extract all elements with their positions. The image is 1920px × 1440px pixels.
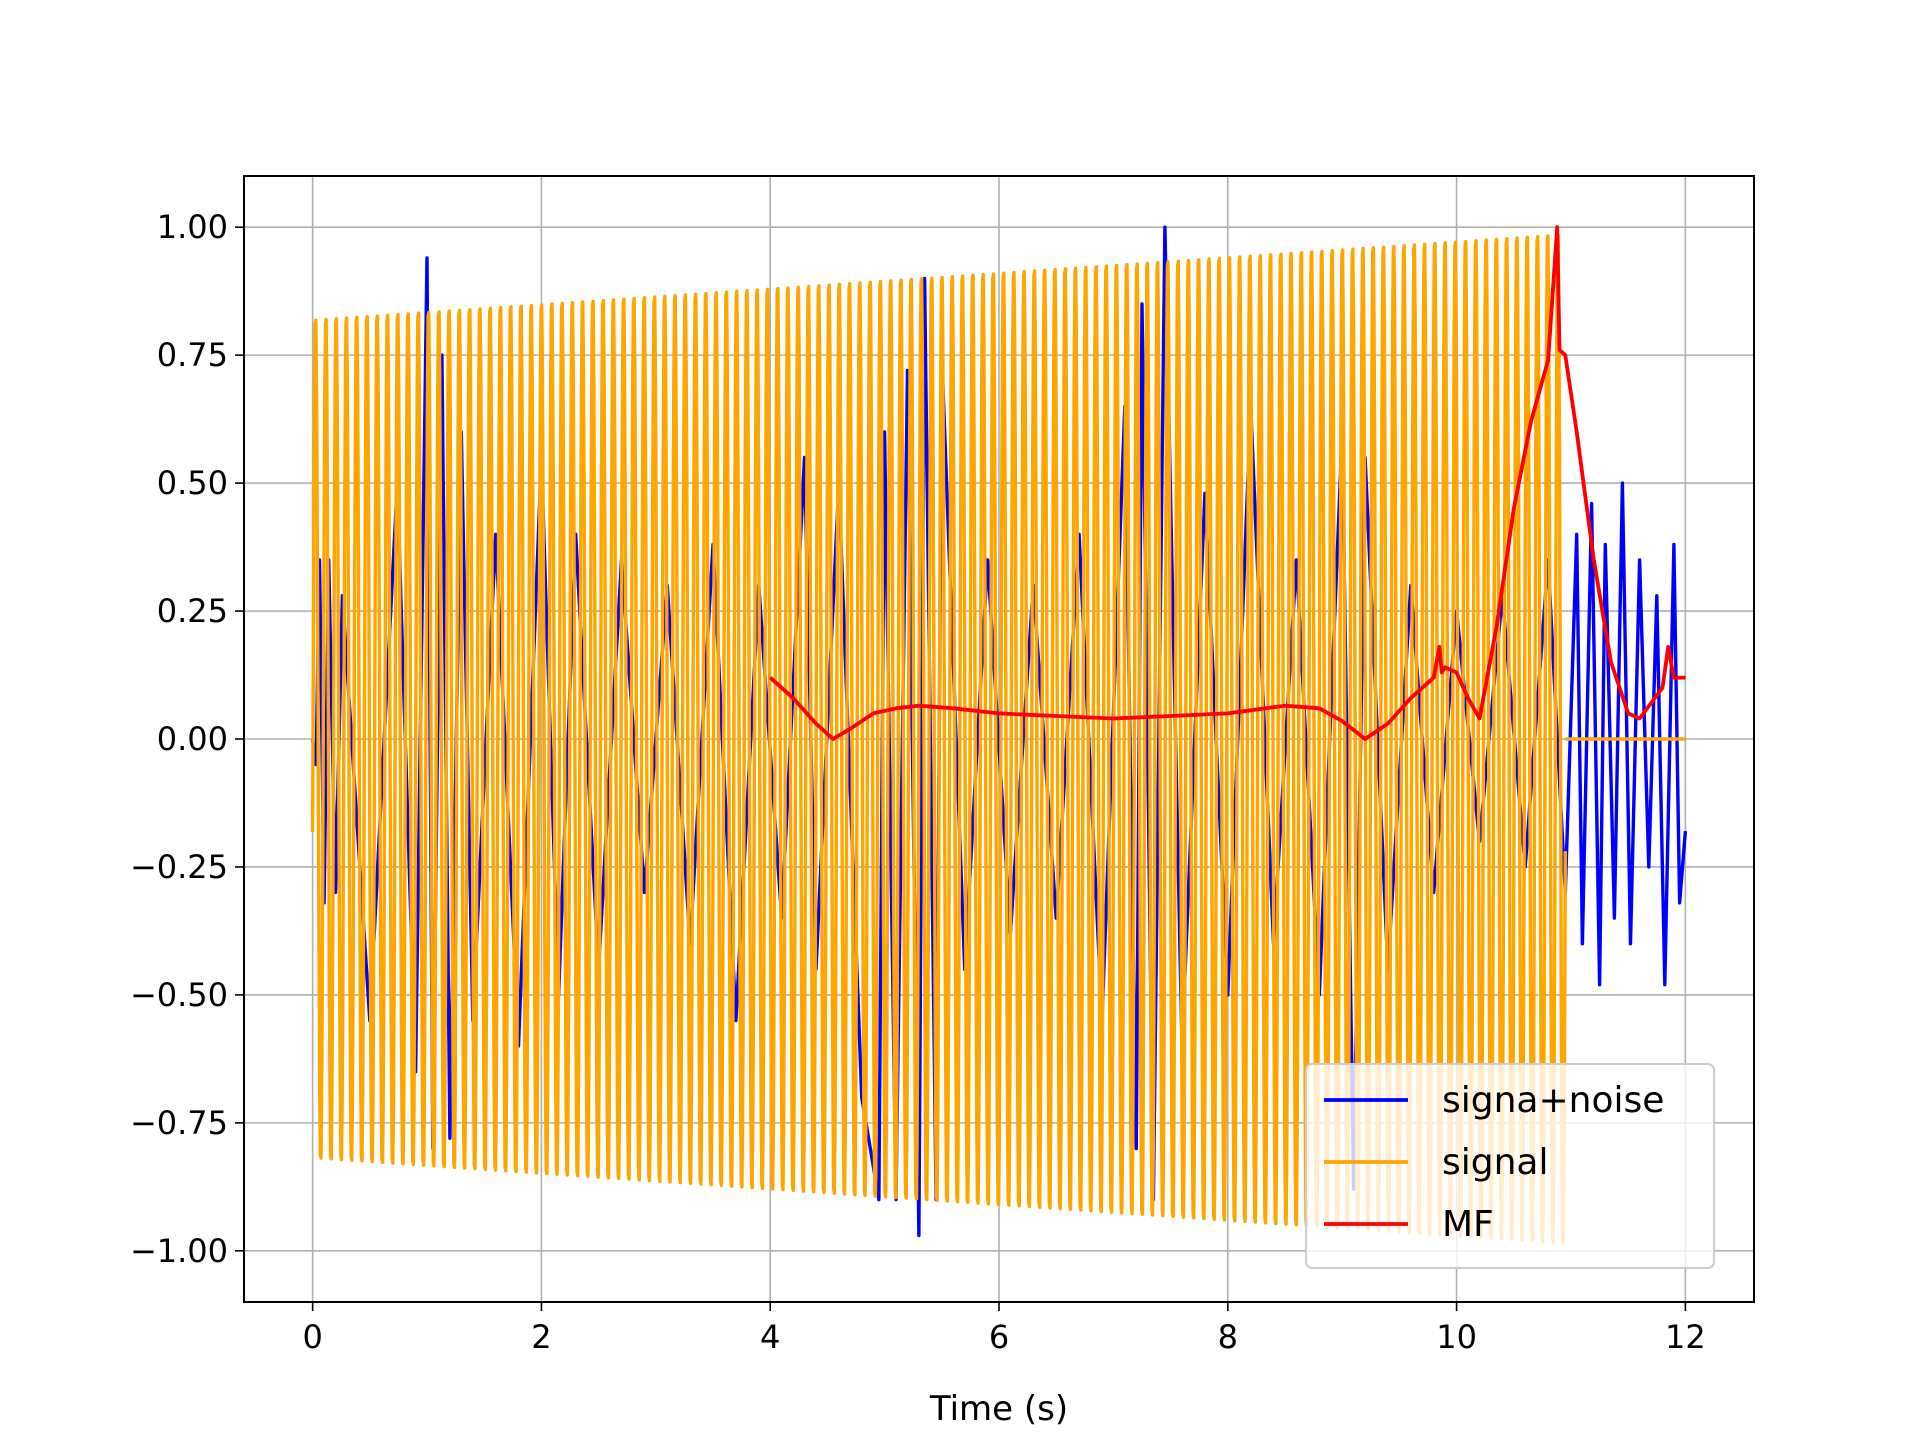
y-tick-label: −1.00 [130, 1232, 228, 1270]
axis-ticks: 0 2 4 6 8 10 12 1.00 0.75 0.50 0.25 0.00 −0.25 −0.50 −… [130, 208, 1706, 1356]
y-tick-label: −0.75 [130, 1104, 228, 1142]
y-tick-label: 0.75 [157, 336, 228, 374]
y-tick-label: −0.50 [130, 976, 228, 1014]
x-tick-label: 8 [1218, 1318, 1238, 1356]
x-tick-label: 0 [302, 1318, 322, 1356]
y-tick-label: 1.00 [157, 208, 228, 246]
y-tick-label: −0.25 [130, 848, 228, 886]
x-tick-label: 6 [989, 1318, 1009, 1356]
legend-label: signa+noise [1442, 1080, 1664, 1121]
x-tick-label: 10 [1436, 1318, 1477, 1356]
y-tick-label: 0.25 [157, 592, 228, 630]
legend-box [1305, 1063, 1715, 1269]
x-tick-label: 12 [1665, 1318, 1706, 1356]
legend-label: signal [1442, 1142, 1549, 1183]
x-tick-label: 2 [531, 1318, 551, 1356]
x-axis-label: Time (s) [929, 1389, 1068, 1429]
x-tick-label: 4 [760, 1318, 780, 1356]
y-tick-label: 0.00 [157, 720, 228, 758]
y-tick-label: 0.50 [157, 464, 228, 502]
legend: signa+noise signal MF [1305, 1063, 1715, 1269]
legend-label: MF [1442, 1204, 1494, 1245]
series-mf-line [768, 225, 1686, 741]
